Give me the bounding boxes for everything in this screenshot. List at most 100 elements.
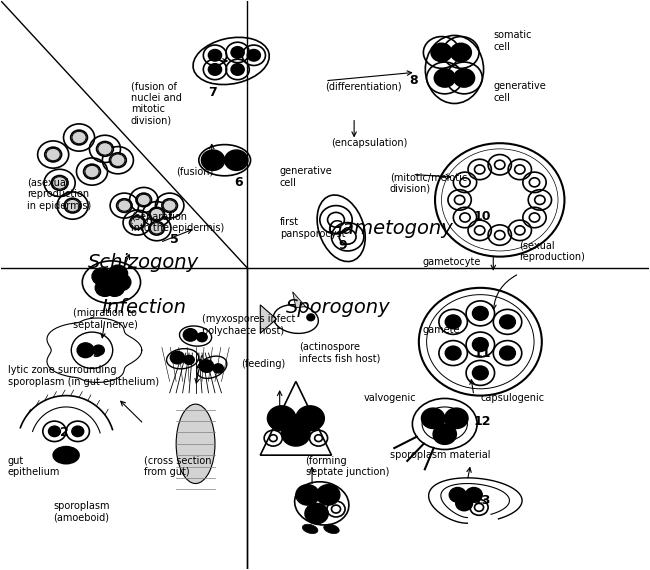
Circle shape: [281, 421, 310, 446]
Circle shape: [66, 200, 80, 212]
Text: 4: 4: [105, 267, 114, 280]
Text: gamete: gamete: [422, 325, 460, 335]
Circle shape: [150, 223, 163, 234]
Polygon shape: [292, 292, 306, 308]
Text: Gametogony: Gametogony: [327, 219, 452, 238]
Text: Sporogony: Sporogony: [285, 298, 390, 317]
Circle shape: [105, 279, 124, 296]
Text: 10: 10: [474, 210, 491, 223]
Circle shape: [85, 165, 99, 178]
Circle shape: [111, 274, 131, 291]
Circle shape: [445, 315, 461, 329]
Text: generative
cell: generative cell: [280, 166, 332, 188]
Circle shape: [305, 503, 328, 524]
Circle shape: [111, 154, 125, 166]
Polygon shape: [260, 305, 276, 333]
Text: Schizogony: Schizogony: [88, 253, 200, 272]
Circle shape: [267, 406, 296, 431]
Circle shape: [445, 408, 468, 429]
Circle shape: [53, 177, 67, 189]
Text: Infection: Infection: [101, 298, 187, 317]
Circle shape: [49, 426, 60, 437]
Circle shape: [473, 307, 488, 320]
Circle shape: [209, 64, 222, 75]
Circle shape: [465, 487, 482, 502]
Circle shape: [77, 343, 94, 357]
Circle shape: [137, 194, 150, 206]
Circle shape: [454, 69, 474, 87]
Text: (mitotic/meiotic
division): (mitotic/meiotic division): [390, 172, 467, 194]
Circle shape: [231, 47, 244, 58]
Text: first
pansporocyst: first pansporocyst: [280, 218, 345, 239]
Text: 11: 11: [474, 347, 491, 360]
Circle shape: [225, 150, 248, 170]
Text: (fusion): (fusion): [176, 166, 213, 177]
Text: sporoplasm
(amoeboid): sporoplasm (amoeboid): [53, 501, 110, 523]
Circle shape: [170, 351, 185, 364]
Circle shape: [296, 406, 324, 431]
Text: (feeding): (feeding): [241, 360, 285, 369]
Circle shape: [150, 209, 163, 220]
Circle shape: [93, 345, 104, 355]
Text: (separation
into the epidermis): (separation into the epidermis): [131, 212, 224, 233]
Text: 15: 15: [280, 420, 297, 433]
Text: 9: 9: [338, 239, 346, 252]
Circle shape: [500, 315, 515, 329]
Text: 8: 8: [409, 74, 418, 87]
Text: 13: 13: [474, 494, 491, 507]
Circle shape: [184, 355, 194, 364]
Circle shape: [449, 487, 466, 502]
Circle shape: [431, 43, 452, 62]
Circle shape: [202, 150, 225, 170]
Text: (fusion of
nuclei and
mitotic
division): (fusion of nuclei and mitotic division): [131, 81, 182, 126]
Circle shape: [231, 64, 244, 75]
Text: capsulogenic: capsulogenic: [480, 393, 545, 404]
Text: 14: 14: [306, 506, 323, 518]
Ellipse shape: [53, 447, 79, 463]
Text: (sexual
reproduction): (sexual reproduction): [519, 240, 585, 262]
Text: 3: 3: [92, 347, 101, 360]
Text: (actinospore
infects fish host): (actinospore infects fish host): [299, 342, 380, 364]
Circle shape: [473, 338, 488, 351]
Text: (asexual
reproduction
in epidermis): (asexual reproduction in epidermis): [27, 178, 92, 211]
Text: generative
cell: generative cell: [493, 82, 546, 103]
Circle shape: [197, 333, 207, 342]
Circle shape: [456, 496, 473, 511]
Circle shape: [98, 142, 112, 155]
Text: 5: 5: [170, 233, 178, 246]
Text: gut
epithelium: gut epithelium: [8, 455, 60, 477]
Circle shape: [163, 200, 176, 211]
Circle shape: [183, 329, 198, 341]
Text: (cross section
from gut): (cross section from gut): [144, 455, 211, 477]
Circle shape: [118, 200, 131, 211]
Circle shape: [500, 346, 515, 360]
Circle shape: [72, 426, 84, 437]
Circle shape: [213, 364, 224, 373]
Ellipse shape: [302, 524, 318, 534]
Circle shape: [421, 408, 445, 429]
Text: 12: 12: [474, 414, 491, 428]
Text: (migration to
septal nerve): (migration to septal nerve): [73, 308, 137, 330]
Text: (differentiation): (differentiation): [325, 82, 402, 91]
Circle shape: [433, 424, 456, 445]
Circle shape: [450, 43, 471, 62]
Circle shape: [46, 148, 60, 161]
Circle shape: [296, 484, 319, 505]
Circle shape: [434, 69, 455, 87]
Text: (encapsulation): (encapsulation): [332, 138, 408, 148]
Text: sporoplasm material: sporoplasm material: [390, 450, 490, 460]
Text: lytic zone surrounding
sporoplasm (in gut epithelium): lytic zone surrounding sporoplasm (in gu…: [8, 365, 159, 386]
Ellipse shape: [324, 524, 339, 534]
Text: gametocyte: gametocyte: [422, 257, 480, 267]
Circle shape: [317, 484, 340, 505]
Circle shape: [200, 360, 214, 372]
Text: 6: 6: [235, 176, 243, 189]
Text: 2: 2: [60, 426, 68, 439]
Circle shape: [98, 276, 118, 294]
Text: valvogenic: valvogenic: [364, 393, 417, 404]
Circle shape: [108, 265, 127, 282]
Text: (forming
septate junction): (forming septate junction): [306, 455, 389, 477]
Circle shape: [473, 366, 488, 380]
Circle shape: [131, 217, 144, 228]
Circle shape: [96, 279, 114, 296]
